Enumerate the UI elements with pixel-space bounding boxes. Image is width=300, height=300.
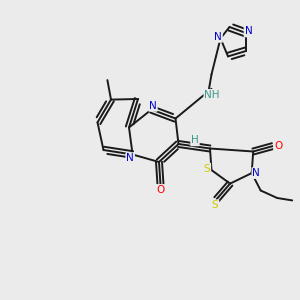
Text: N: N (244, 26, 252, 37)
Text: S: S (204, 164, 210, 174)
Text: O: O (274, 141, 282, 151)
Text: NH: NH (204, 90, 220, 100)
Text: N: N (126, 153, 134, 163)
Text: O: O (156, 185, 165, 195)
Text: N: N (149, 101, 157, 111)
Text: N: N (252, 168, 260, 178)
Text: H: H (191, 135, 199, 146)
Text: S: S (212, 200, 218, 210)
Text: N: N (214, 32, 222, 42)
